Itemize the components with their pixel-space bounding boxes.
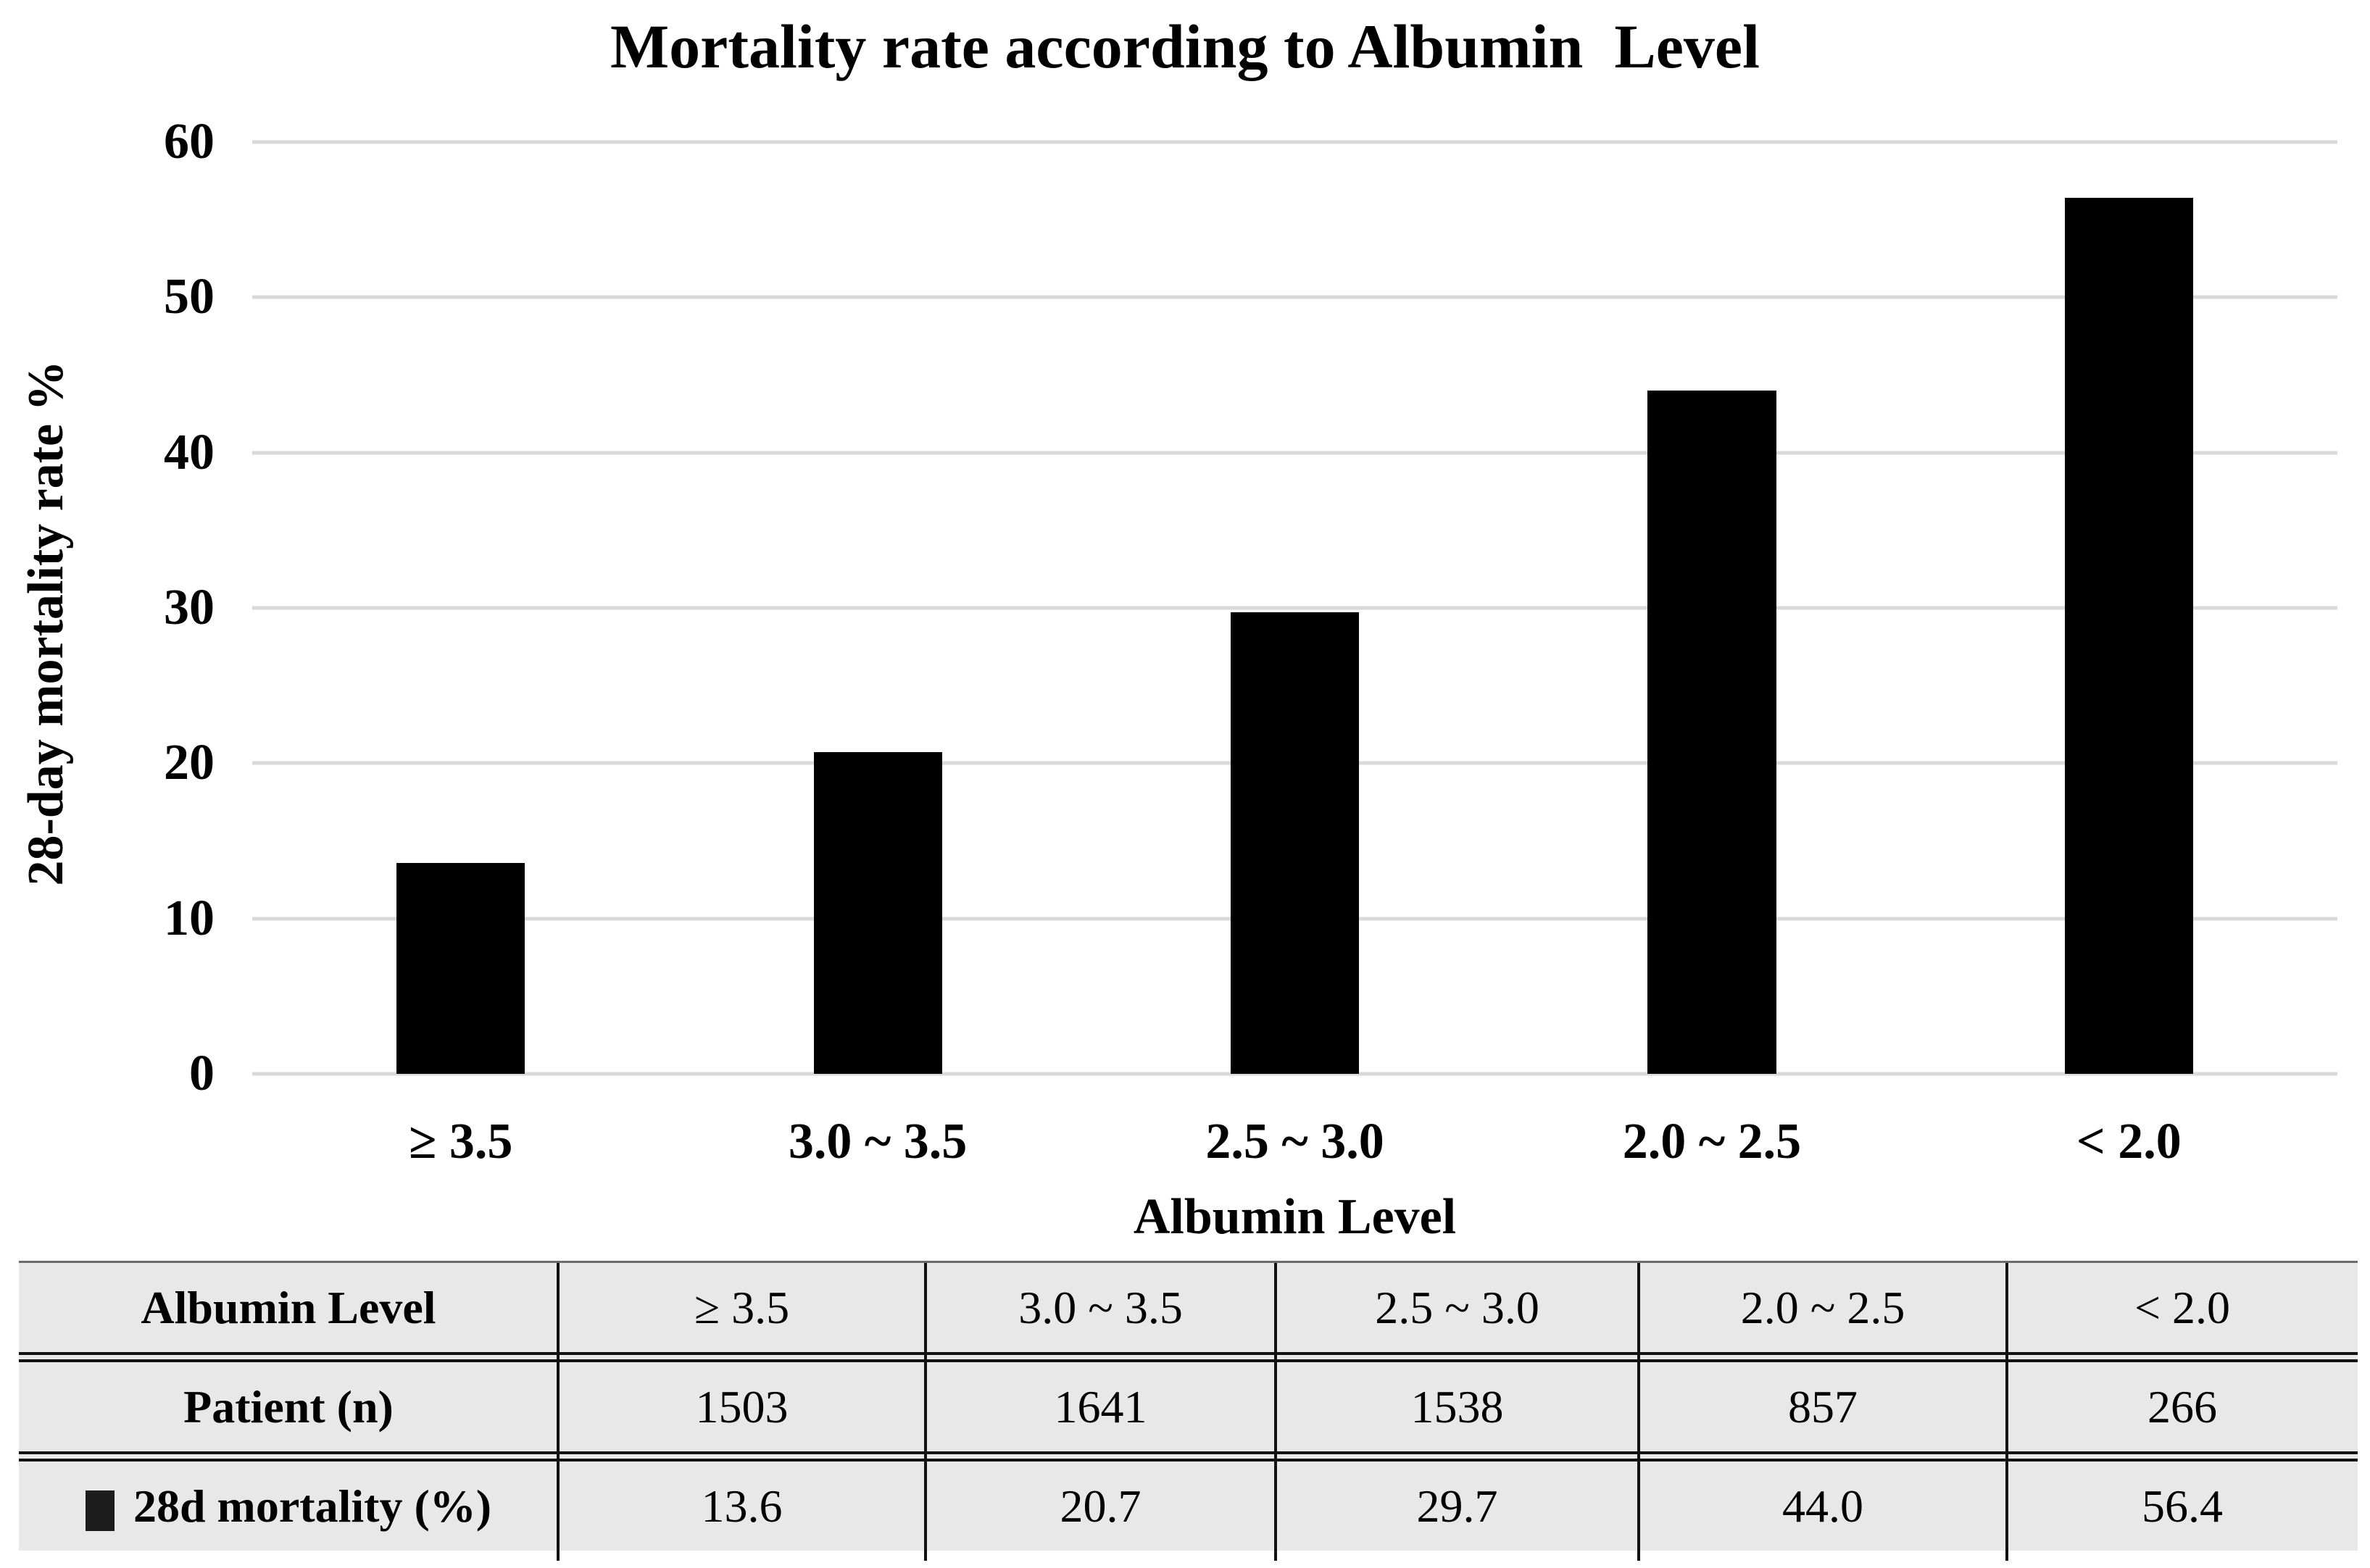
bar-slot-3 [1086, 142, 1503, 1074]
chart-title: Mortality rate according to Albumin Leve… [610, 12, 1760, 81]
table-header-value-2: 3.0 ~ 3.5 [926, 1263, 1276, 1352]
bar-slot-2 [669, 142, 1086, 1074]
table-cell-r2-c3: 29.7 [1276, 1461, 1639, 1551]
bar-5 [2064, 198, 2193, 1074]
y-tick-label-30: 30 [164, 580, 215, 635]
table-cell-r1-c3: 1538 [1276, 1362, 1639, 1451]
x-tick-label-5: < 2.0 [2076, 1114, 2182, 1169]
data-table: Albumin Level ≥ 3.5 3.0 ~ 3.5 2.5 ~ 3.0 2.0 … [19, 1261, 2358, 1561]
gridline-y-40 [252, 451, 2337, 455]
table-column-divider-5 [2005, 1263, 2008, 1561]
x-tick-label-2: 3.0 ~ 3.5 [788, 1114, 968, 1169]
bar-slot-1 [252, 142, 669, 1074]
y-tick-label-0: 0 [189, 1046, 215, 1101]
y-tick-label-40: 40 [164, 424, 215, 480]
y-tick-label-20: 20 [164, 735, 215, 791]
x-tick-label-3: 2.5 ~ 3.0 [1205, 1114, 1384, 1169]
table-cell-r1-c2-text: 1641 [1054, 1380, 1147, 1433]
table-row-label-1: Patient (n) [19, 1362, 558, 1451]
table-cell-r1-c4-text: 857 [1788, 1380, 1858, 1433]
gridline-y-0 [252, 1072, 2337, 1076]
table-column-divider-1 [557, 1263, 560, 1561]
table-cell-r1-c5-text: 266 [2147, 1380, 2217, 1433]
y-tick-label-60: 60 [164, 114, 215, 170]
x-tick-label-4: 2.0 ~ 2.5 [1622, 1114, 1802, 1169]
table-cell-r2-c1: 13.6 [558, 1461, 926, 1551]
table-row-label-2: 28d mortality (%) [19, 1461, 558, 1551]
gridline-y-50 [252, 295, 2337, 299]
table-column-divider-2 [924, 1263, 928, 1561]
bar-slot-4 [1503, 142, 1920, 1074]
bar-2 [813, 752, 942, 1074]
table-cell-r1-c3-text: 1538 [1410, 1380, 1504, 1433]
table-column-divider-4 [1637, 1263, 1641, 1561]
table-header-value-5: < 2.0 [2007, 1263, 2358, 1352]
bars-layer [252, 142, 2337, 1074]
x-axis-tick-labels: ≥ 3.5 3.0 ~ 3.5 2.5 ~ 3.0 2.0 ~ 2.5 < 2.0 [252, 1113, 2337, 1171]
gridline-y-30 [252, 606, 2337, 610]
y-tick-label-10: 10 [164, 890, 215, 946]
table-header-value-2-text: 3.0 ~ 3.5 [1018, 1281, 1183, 1333]
bar-1 [396, 862, 525, 1074]
table-cell-r1-c1: 1503 [558, 1362, 926, 1451]
table-cell-r1-c5: 266 [2007, 1362, 2358, 1451]
table-header-value-1: ≥ 3.5 [558, 1263, 926, 1352]
y-tick-label-50: 50 [164, 269, 215, 325]
table-column-divider-3 [1273, 1263, 1277, 1561]
bar-4 [1647, 390, 1776, 1074]
table-header-value-5-text: < 2.0 [2134, 1281, 2231, 1333]
table-cell-r1-c2: 1641 [926, 1362, 1276, 1451]
table-row-label-2-text: 28d mortality (%) [133, 1480, 492, 1532]
table-cell-r1-c1-text: 1503 [695, 1380, 789, 1433]
table-header-value-4: 2.0 ~ 2.5 [1639, 1263, 2007, 1352]
plot-area [252, 140, 2337, 1076]
series-legend-marker-icon [85, 1490, 115, 1531]
bar-slot-5 [1921, 142, 2337, 1074]
table-row-separator-1 [19, 1352, 2358, 1362]
x-axis-title: Albumin Level [1133, 1189, 1457, 1245]
table-cell-r2-c4: 44.0 [1639, 1461, 2007, 1551]
table-header-value-1-text: ≥ 3.5 [694, 1281, 790, 1333]
table-header-label: Albumin Level [19, 1263, 558, 1352]
gridline-y-60 [252, 140, 2337, 144]
table-cell-r2-c3-text: 29.7 [1416, 1480, 1498, 1532]
table-header-value-4-text: 2.0 ~ 2.5 [1740, 1281, 1905, 1333]
table-cell-r2-c5-text: 56.4 [2142, 1480, 2223, 1532]
x-tick-label-1: ≥ 3.5 [408, 1114, 513, 1169]
table-cell-r2-c2-text: 20.7 [1060, 1480, 1142, 1532]
table-row-label-1-text: Patient (n) [183, 1380, 394, 1433]
table-header-value-3-text: 2.5 ~ 3.0 [1375, 1281, 1539, 1333]
table-cell-r2-c4-text: 44.0 [1782, 1480, 1863, 1532]
table-row-separator-2 [19, 1451, 2358, 1461]
table-cell-r2-c2: 20.7 [926, 1461, 1276, 1551]
table-header-value-3: 2.5 ~ 3.0 [1276, 1263, 1639, 1352]
table-cell-r1-c4: 857 [1639, 1362, 2007, 1451]
table-cell-r2-c5: 56.4 [2007, 1461, 2358, 1551]
bar-3 [1230, 612, 1360, 1074]
table-header-label-text: Albumin Level [141, 1281, 436, 1333]
table-cell-r2-c1-text: 13.6 [701, 1480, 783, 1532]
y-axis-tick-labels: 0 10 20 30 40 50 60 [0, 114, 215, 1101]
